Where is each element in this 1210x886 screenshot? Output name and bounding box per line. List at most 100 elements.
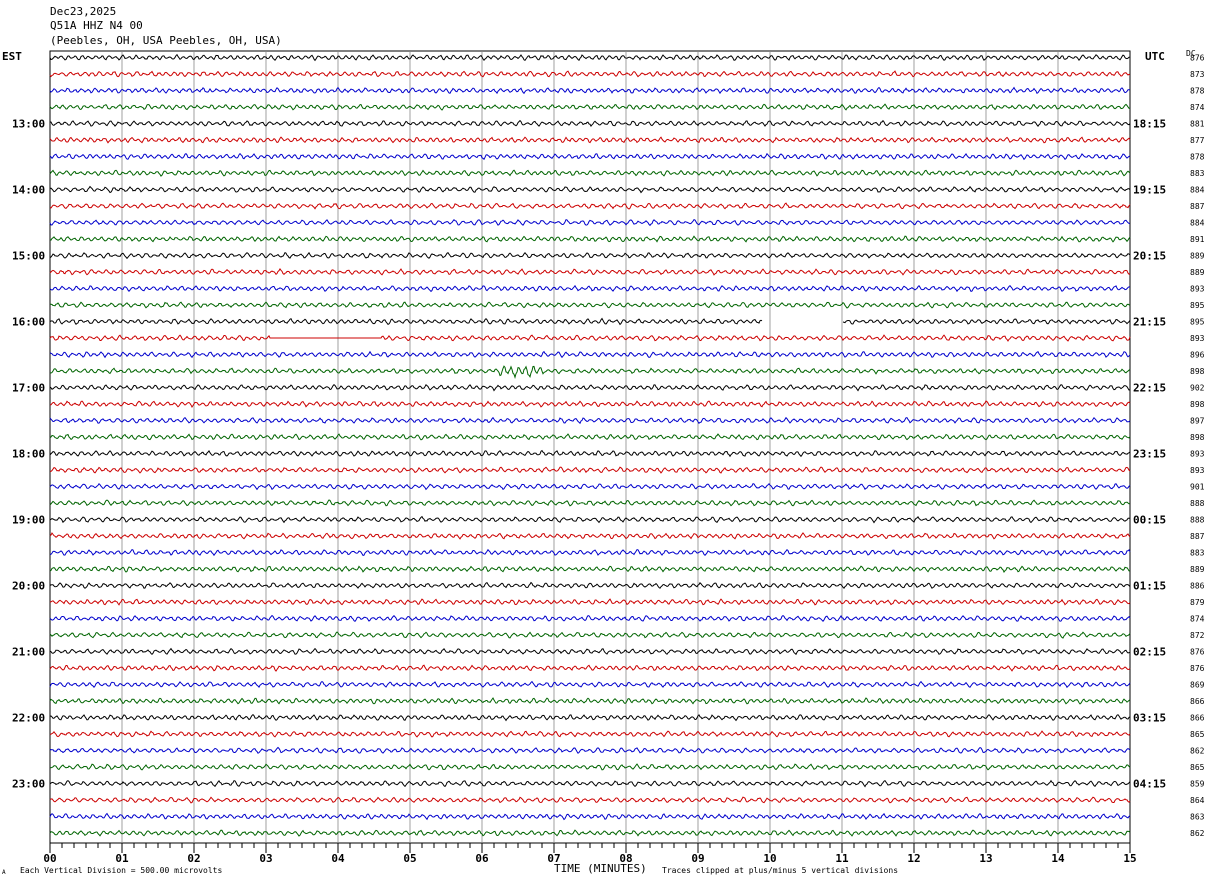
trace-row <box>49 746 1131 754</box>
trace-row <box>49 565 1131 574</box>
dc-offset-label: 898 <box>1190 367 1205 376</box>
header-date: Dec23,2025 <box>50 5 117 18</box>
trace-row <box>49 365 1131 379</box>
dc-offset-label: 881 <box>1190 120 1205 129</box>
plot-grid <box>49 50 1131 853</box>
dc-offset-label: 895 <box>1190 318 1205 327</box>
x-tick-label: 01 <box>115 852 129 865</box>
trace-row <box>49 812 1131 821</box>
dc-offset-label: 893 <box>1190 466 1205 475</box>
x-tick-label: 09 <box>691 852 704 865</box>
trace-row <box>49 647 1131 656</box>
x-tick-label: 12 <box>907 852 920 865</box>
trace-row <box>49 350 1131 359</box>
trace-row <box>49 631 1131 639</box>
right-hour-label: 00:15 <box>1133 514 1166 527</box>
trace-row <box>49 218 1131 227</box>
x-tick-label: 04 <box>331 852 345 865</box>
dc-offset-label: 893 <box>1190 450 1205 459</box>
corner-mark: A <box>2 869 6 876</box>
trace-row <box>49 301 1131 309</box>
dc-offset-label: 883 <box>1190 169 1205 178</box>
left-hour-label: 15:00 <box>12 250 45 263</box>
trace-row <box>49 829 1131 837</box>
dc-offset-label: 897 <box>1190 417 1205 426</box>
dc-offset-label: 876 <box>1190 664 1205 673</box>
trace-row <box>49 317 1131 326</box>
right-hour-label: 19:15 <box>1133 184 1166 197</box>
trace-row <box>49 433 1131 441</box>
dc-offset-label: 873 <box>1190 70 1205 79</box>
plot-frame <box>49 50 1131 844</box>
trace-row <box>49 53 1131 62</box>
dc-offset-label: 879 <box>1190 598 1205 607</box>
dc-offset-label: 888 <box>1190 516 1205 525</box>
trace-row <box>49 284 1131 293</box>
dc-offset-label: 891 <box>1190 235 1205 244</box>
dc-offset-label: 887 <box>1190 532 1205 541</box>
dc-offset-label: 869 <box>1190 681 1205 690</box>
dc-offset-label: 859 <box>1190 780 1205 789</box>
trace-row <box>49 581 1131 589</box>
trace-row <box>49 532 1131 540</box>
trace-row <box>49 169 1131 177</box>
dc-offset-label: 878 <box>1190 87 1205 96</box>
left-hour-label: 16:00 <box>12 316 45 329</box>
left-hour-label: 18:00 <box>12 448 45 461</box>
trace-row <box>49 499 1131 507</box>
right-hour-label: 18:15 <box>1133 118 1166 131</box>
dc-offset-label: 889 <box>1190 252 1205 261</box>
trace-row <box>49 664 1131 672</box>
trace-row <box>49 697 1131 705</box>
dc-offset-label: 876 <box>1190 54 1205 63</box>
x-tick-label: 13 <box>979 852 992 865</box>
trace-row <box>49 136 1131 144</box>
right-hour-label: 04:15 <box>1133 778 1166 791</box>
label-group: 00 01 02 03 04 05 06 07 08 09 10 11 12 13 14 15 876 873 87… <box>12 54 1205 866</box>
dc-offset-label: 893 <box>1190 285 1205 294</box>
trace-row <box>49 763 1131 771</box>
trace-row <box>49 548 1131 557</box>
trace-row <box>49 251 1131 260</box>
trace-row <box>49 779 1131 788</box>
dc-offset-label: 888 <box>1190 499 1205 508</box>
x-tick-label: 15 <box>1123 852 1136 865</box>
dc-offset-label: 863 <box>1190 813 1205 822</box>
dc-offset-label: 902 <box>1190 384 1205 393</box>
dc-offset-label: 901 <box>1190 483 1205 492</box>
dc-offset-label: 872 <box>1190 631 1205 640</box>
dc-offset-label: 874 <box>1190 615 1205 624</box>
x-tick-label: 06 <box>475 852 489 865</box>
left-hour-label: 19:00 <box>12 514 45 527</box>
trace-row <box>49 482 1131 491</box>
left-timezone-label: EST <box>2 50 22 63</box>
dc-offset-label: 877 <box>1190 136 1205 145</box>
dc-offset-label: 874 <box>1190 103 1205 112</box>
dc-offset-label: 866 <box>1190 714 1205 723</box>
trace-row <box>49 235 1131 243</box>
dc-offset-label: 866 <box>1190 697 1205 706</box>
left-hour-label: 17:00 <box>12 382 45 395</box>
right-hour-label: 21:15 <box>1133 316 1166 329</box>
dc-offset-label: 876 <box>1190 648 1205 657</box>
trace-row <box>49 268 1131 276</box>
trace-row <box>49 416 1131 425</box>
x-tick-label: 00 <box>43 852 56 865</box>
right-hour-label: 22:15 <box>1133 382 1166 395</box>
right-hour-label: 23:15 <box>1133 448 1166 461</box>
dc-offset-label: 896 <box>1190 351 1205 360</box>
trace-row <box>49 103 1131 111</box>
left-hour-label: 14:00 <box>12 184 45 197</box>
dc-offset-label: 893 <box>1190 334 1205 343</box>
x-tick-label: 03 <box>259 852 272 865</box>
dc-offset-label: 887 <box>1190 202 1205 211</box>
trace-row <box>49 86 1131 95</box>
clip-note: Traces clipped at plus/minus 5 vertical … <box>662 866 899 875</box>
scale-note: Each Vertical Division = 500.00 microvol… <box>20 866 223 875</box>
trace-row <box>49 680 1131 689</box>
dc-offset-label: 862 <box>1190 829 1205 838</box>
dc-offset-label: 864 <box>1190 796 1205 805</box>
trace-row <box>49 152 1131 161</box>
dc-offset-label: 895 <box>1190 301 1205 310</box>
dc-offset-label: 898 <box>1190 433 1205 442</box>
